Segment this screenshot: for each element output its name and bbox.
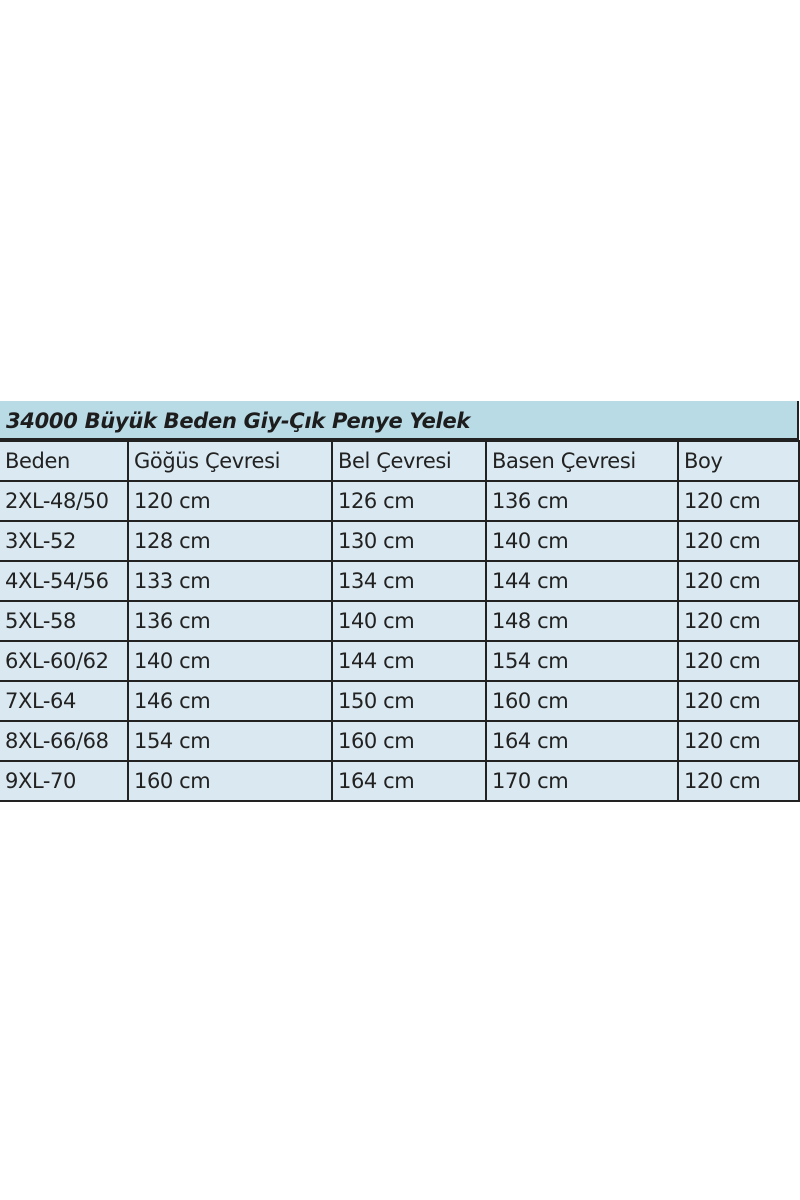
measurement-cell: 160 cm — [127, 760, 333, 802]
measurement-cell: 120 cm — [677, 640, 800, 682]
table-row: 5XL-58 136 cm 140 cm 148 cm 120 cm — [0, 600, 800, 642]
column-header: Boy — [677, 440, 800, 482]
table-row: 9XL-70 160 cm 164 cm 170 cm 120 cm — [0, 760, 800, 802]
measurement-cell: 120 cm — [677, 720, 800, 762]
measurement-cell: 126 cm — [331, 480, 487, 522]
measurement-cell: 128 cm — [127, 520, 333, 562]
column-header: Basen Çevresi — [485, 440, 679, 482]
measurement-cell: 120 cm — [127, 480, 333, 522]
size-chart: 34000 Büyük Beden Giy-Çık Penye Yelek Be… — [0, 401, 800, 802]
measurement-cell: 140 cm — [127, 640, 333, 682]
table-row: 6XL-60/62 140 cm 144 cm 154 cm 120 cm — [0, 640, 800, 682]
column-header: Göğüs Çevresi — [127, 440, 333, 482]
size-table: Beden Göğüs Çevresi Bel Çevresi Basen Çe… — [0, 440, 800, 802]
size-cell: 9XL-70 — [0, 760, 129, 802]
size-cell: 4XL-54/56 — [0, 560, 129, 602]
measurement-cell: 120 cm — [677, 560, 800, 602]
measurement-cell: 120 cm — [677, 600, 800, 642]
measurement-cell: 144 cm — [485, 560, 679, 602]
measurement-cell: 136 cm — [485, 480, 679, 522]
measurement-cell: 144 cm — [331, 640, 487, 682]
size-cell: 6XL-60/62 — [0, 640, 129, 682]
size-cell: 3XL-52 — [0, 520, 129, 562]
measurement-cell: 134 cm — [331, 560, 487, 602]
measurement-cell: 160 cm — [331, 720, 487, 762]
measurement-cell: 164 cm — [331, 760, 487, 802]
table-header-row: Beden Göğüs Çevresi Bel Çevresi Basen Çe… — [0, 440, 800, 482]
size-chart-title: 34000 Büyük Beden Giy-Çık Penye Yelek — [0, 401, 799, 440]
measurement-cell: 146 cm — [127, 680, 333, 722]
measurement-cell: 120 cm — [677, 520, 800, 562]
table-row: 7XL-64 146 cm 150 cm 160 cm 120 cm — [0, 680, 800, 722]
measurement-cell: 120 cm — [677, 480, 800, 522]
measurement-cell: 150 cm — [331, 680, 487, 722]
table-row: 3XL-52 128 cm 130 cm 140 cm 120 cm — [0, 520, 800, 562]
measurement-cell: 140 cm — [485, 520, 679, 562]
measurement-cell: 133 cm — [127, 560, 333, 602]
measurement-cell: 154 cm — [127, 720, 333, 762]
size-cell: 5XL-58 — [0, 600, 129, 642]
column-header: Beden — [0, 440, 129, 482]
measurement-cell: 130 cm — [331, 520, 487, 562]
measurement-cell: 140 cm — [331, 600, 487, 642]
column-header: Bel Çevresi — [331, 440, 487, 482]
measurement-cell: 154 cm — [485, 640, 679, 682]
table-row: 2XL-48/50 120 cm 126 cm 136 cm 120 cm — [0, 480, 800, 522]
measurement-cell: 170 cm — [485, 760, 679, 802]
measurement-cell: 136 cm — [127, 600, 333, 642]
table-row: 8XL-66/68 154 cm 160 cm 164 cm 120 cm — [0, 720, 800, 762]
measurement-cell: 160 cm — [485, 680, 679, 722]
table-row: 4XL-54/56 133 cm 134 cm 144 cm 120 cm — [0, 560, 800, 602]
size-cell: 2XL-48/50 — [0, 480, 129, 522]
measurement-cell: 120 cm — [677, 760, 800, 802]
size-cell: 8XL-66/68 — [0, 720, 129, 762]
size-cell: 7XL-64 — [0, 680, 129, 722]
measurement-cell: 164 cm — [485, 720, 679, 762]
measurement-cell: 148 cm — [485, 600, 679, 642]
measurement-cell: 120 cm — [677, 680, 800, 722]
